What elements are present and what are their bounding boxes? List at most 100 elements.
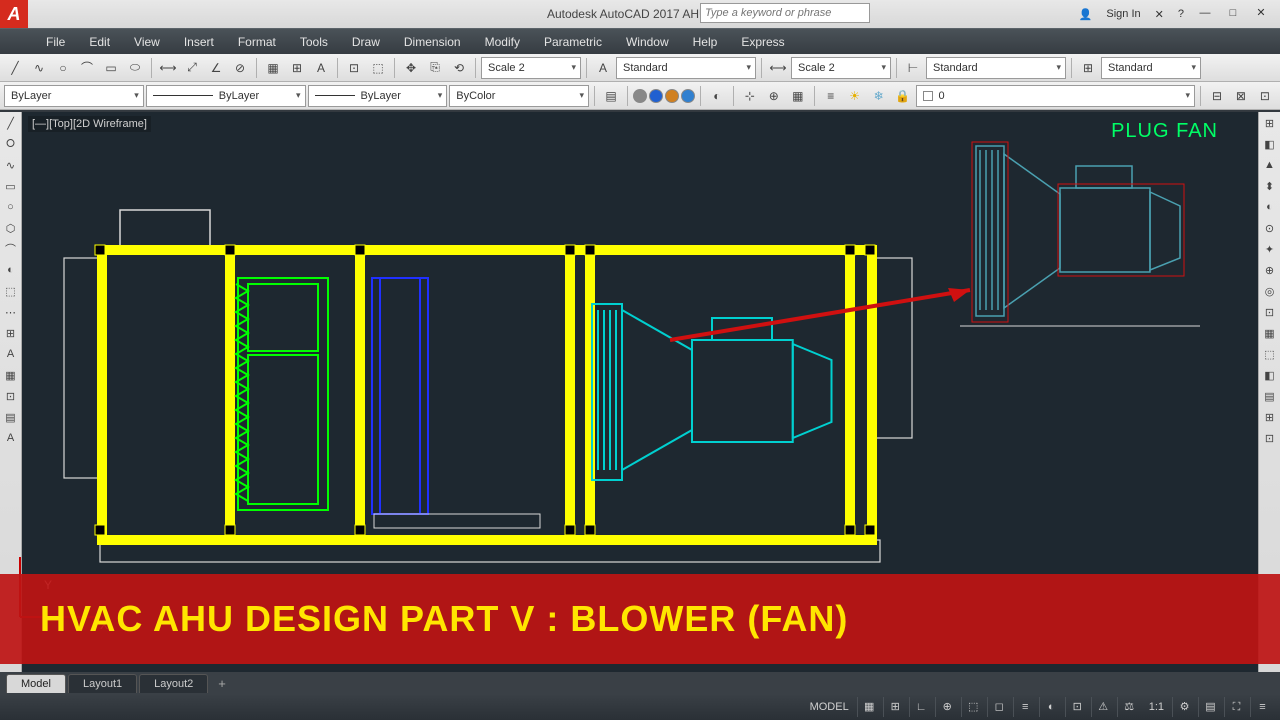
ltool-7[interactable]: ◐ (2, 261, 20, 279)
menu-insert[interactable]: Insert (174, 32, 224, 52)
ltool-2[interactable]: ∿ (2, 156, 20, 174)
annomonitor-toggle[interactable]: ⚠ (1091, 697, 1115, 717)
rect-icon[interactable]: ▭ (100, 57, 122, 79)
menu-dimension[interactable]: Dimension (394, 32, 471, 52)
menu-tools[interactable]: Tools (290, 32, 338, 52)
sun-icon[interactable]: ☀ (844, 85, 866, 107)
textstyle-icon[interactable]: A (592, 57, 614, 79)
menu-draw[interactable]: Draw (342, 32, 390, 52)
ltool-10[interactable]: ⊞ (2, 324, 20, 342)
menu-express[interactable]: Express (731, 32, 794, 52)
annoscale-a-dropdown[interactable]: Scale 2 (481, 57, 581, 79)
layeriso-icon[interactable]: ⊟ (1206, 85, 1228, 107)
linetype-dropdown[interactable]: ByLayer (146, 85, 306, 107)
dimstyle-icon[interactable]: ⊢ (902, 57, 924, 79)
dim-aligned-icon[interactable]: ⤢ (181, 57, 203, 79)
layerlist-dropdown[interactable]: 0 (916, 85, 1196, 107)
ellipse-icon[interactable]: ⬭ (124, 57, 146, 79)
close-button[interactable]: ✕ (1248, 4, 1274, 24)
ltool-5[interactable]: ⬡ (2, 219, 20, 237)
ltool-11[interactable]: A (2, 345, 20, 363)
menu-format[interactable]: Format (228, 32, 286, 52)
qp-toggle[interactable]: ⊡ (1065, 697, 1089, 717)
move-icon[interactable]: ✥ (400, 57, 422, 79)
rtool-3[interactable]: ⬍ (1261, 177, 1279, 195)
menu-window[interactable]: Window (616, 32, 679, 52)
dim-radius-icon[interactable]: ⊘ (229, 57, 251, 79)
mtext-icon[interactable]: A (310, 57, 332, 79)
menu-parametric[interactable]: Parametric (534, 32, 612, 52)
rtool-8[interactable]: ◎ (1261, 282, 1279, 300)
maximize-button[interactable]: □ (1220, 4, 1246, 24)
ltool-3[interactable]: ▭ (2, 177, 20, 195)
layer-dropdown[interactable]: ByLayer (4, 85, 144, 107)
visualstyle-conceptual-icon[interactable] (649, 89, 663, 103)
rtool-10[interactable]: ▦ (1261, 324, 1279, 342)
menu-view[interactable]: View (124, 32, 170, 52)
hatch-icon[interactable]: ▦ (262, 57, 284, 79)
rtool-12[interactable]: ◧ (1261, 366, 1279, 384)
freeze-icon[interactable]: ❄ (868, 85, 890, 107)
render-icon[interactable]: ◐ (706, 85, 728, 107)
help-icon[interactable]: ? (1172, 8, 1190, 20)
layerprops-icon[interactable]: ▤ (600, 85, 622, 107)
visualstyle-realistic-icon[interactable] (665, 89, 679, 103)
rtool-7[interactable]: ⊕ (1261, 261, 1279, 279)
snap-toggle[interactable]: ⊞ (883, 697, 907, 717)
nav-icon[interactable]: ⊕ (763, 85, 785, 107)
ltool-1[interactable]: ⭘ (2, 135, 20, 153)
layermatch-icon[interactable]: ⊡ (1254, 85, 1276, 107)
minimize-button[interactable]: — (1192, 4, 1218, 24)
rtool-15[interactable]: ⊡ (1261, 429, 1279, 447)
rtool-6[interactable]: ✦ (1261, 240, 1279, 258)
rtool-1[interactable]: ◧ (1261, 135, 1279, 153)
osnap-toggle[interactable]: ◻ (987, 697, 1011, 717)
block-icon[interactable]: ⊡ (343, 57, 365, 79)
dim-linear-icon[interactable]: ⟷ (157, 57, 179, 79)
circle-icon[interactable]: ○ (52, 57, 74, 79)
polyline-icon[interactable]: ∿ (28, 57, 50, 79)
tablestyle-icon[interactable]: ⊞ (1077, 57, 1099, 79)
hardware-toggle[interactable]: ▤ (1198, 697, 1222, 717)
polar-toggle[interactable]: ⊕ (935, 697, 959, 717)
rtool-0[interactable]: ⊞ (1261, 114, 1279, 132)
menu-file[interactable]: File (36, 32, 75, 52)
menu-edit[interactable]: Edit (79, 32, 120, 52)
ltool-15[interactable]: A (2, 429, 20, 447)
infocenter-icon[interactable]: 👤 (1073, 8, 1099, 21)
tablestyle-dropdown[interactable]: Standard (1101, 57, 1201, 79)
grid-toggle[interactable]: ▦ (857, 697, 881, 717)
rotate-icon[interactable]: ⟲ (448, 57, 470, 79)
rtool-11[interactable]: ⬚ (1261, 345, 1279, 363)
line-icon[interactable]: ╱ (4, 57, 26, 79)
menu-modify[interactable]: Modify (475, 32, 530, 52)
exchange-icon[interactable]: ✕ (1149, 8, 1170, 21)
view-icon[interactable]: ▦ (787, 85, 809, 107)
ortho-toggle[interactable]: ∟ (909, 697, 933, 717)
layerstate-icon[interactable]: ≡ (820, 85, 842, 107)
lwt-toggle[interactable]: ≡ (1013, 697, 1037, 717)
tab-layout2[interactable]: Layout2 (139, 674, 208, 693)
rtool-4[interactable]: ◐ (1261, 198, 1279, 216)
cleanscreen-toggle[interactable]: ⛶ (1224, 697, 1248, 717)
lineweight-dropdown[interactable]: ByLayer (308, 85, 448, 107)
arc-icon[interactable]: ⌒ (76, 57, 98, 79)
iso-toggle[interactable]: ⬚ (961, 697, 985, 717)
transparency-toggle[interactable]: ◐ (1039, 697, 1063, 717)
rtool-5[interactable]: ⊙ (1261, 219, 1279, 237)
ltool-4[interactable]: ○ (2, 198, 20, 216)
ltool-12[interactable]: ▦ (2, 366, 20, 384)
copy-icon[interactable]: ⎘ (424, 57, 446, 79)
ltool-8[interactable]: ⬚ (2, 282, 20, 300)
rtool-2[interactable]: ▲ (1261, 156, 1279, 174)
tab-layout1[interactable]: Layout1 (68, 674, 137, 693)
tab-model[interactable]: Model (6, 674, 66, 693)
ltool-9[interactable]: ⋯ (2, 303, 20, 321)
insert-icon[interactable]: ⬚ (367, 57, 389, 79)
visualstyle-shaded-icon[interactable] (681, 89, 695, 103)
ucs-icon[interactable]: ⊹ (739, 85, 761, 107)
modelspace-button[interactable]: MODEL (804, 701, 855, 713)
ltool-14[interactable]: ▤ (2, 408, 20, 426)
rtool-13[interactable]: ▤ (1261, 387, 1279, 405)
menu-help[interactable]: Help (683, 32, 728, 52)
